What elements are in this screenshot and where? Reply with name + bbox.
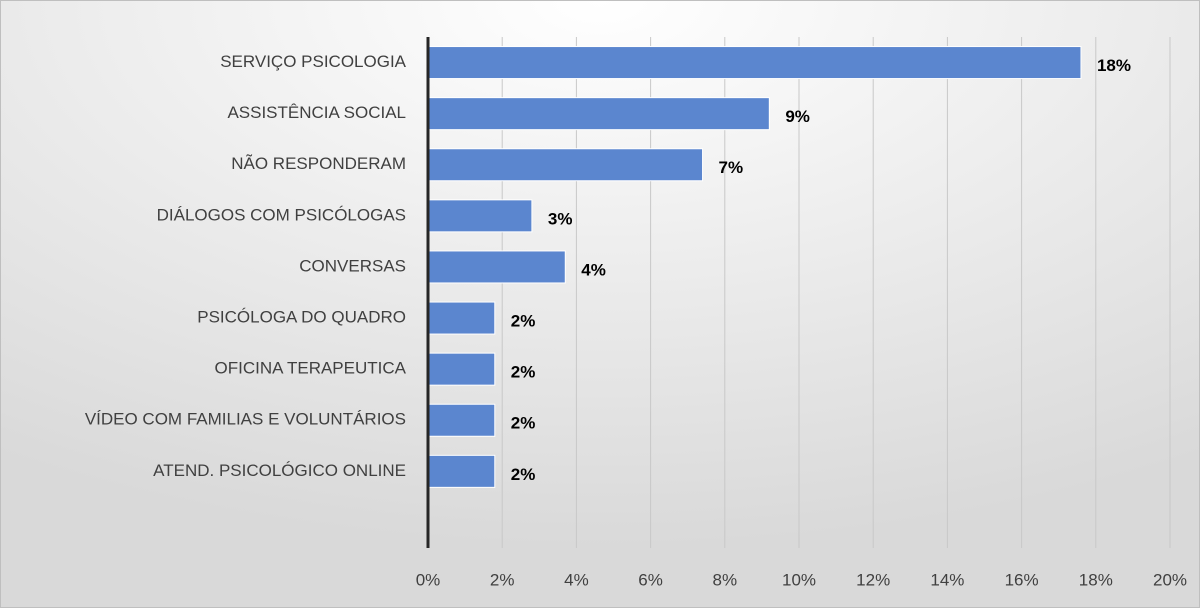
- y-tick-label: ATEND. PSICOLÓGICO ONLINE: [153, 461, 406, 480]
- value-label: 18%: [1097, 56, 1131, 75]
- x-tick-label: 14%: [930, 570, 964, 589]
- y-tick-label: VÍDEO COM FAMILIAS E VOLUNTÁRIOS: [85, 410, 406, 429]
- value-label: 2%: [511, 312, 536, 331]
- bar: [427, 352, 496, 386]
- x-tick-label: 16%: [1005, 570, 1039, 589]
- x-tick-label: 18%: [1079, 570, 1113, 589]
- value-label: 2%: [511, 465, 536, 484]
- y-tick-label: PSICÓLOGA DO QUADRO: [197, 308, 406, 327]
- y-tick-label: OFICINA TERAPEUTICA: [215, 359, 407, 378]
- bar: [427, 46, 1082, 80]
- value-label: 4%: [581, 260, 606, 279]
- bar: [427, 403, 496, 437]
- value-label: 2%: [511, 363, 536, 382]
- bar: [427, 148, 704, 182]
- y-tick-label: ASSISTÊNCIA SOCIAL: [227, 103, 406, 122]
- value-label: 2%: [511, 414, 536, 433]
- x-tick-label: 8%: [713, 570, 738, 589]
- value-label: 7%: [719, 158, 744, 177]
- y-tick-label: CONVERSAS: [299, 256, 406, 275]
- x-tick-label: 6%: [638, 570, 663, 589]
- x-tick-label: 0%: [416, 570, 441, 589]
- y-tick-label: SERVIÇO PSICOLOGIA: [220, 52, 406, 71]
- bar: [427, 97, 770, 131]
- bar: [427, 199, 533, 233]
- value-label: 9%: [785, 107, 810, 126]
- bar: [427, 250, 566, 284]
- bar: [427, 301, 496, 335]
- y-tick-label: DIÁLOGOS COM PSICÓLOGAS: [157, 205, 406, 224]
- x-tick-label: 4%: [564, 570, 589, 589]
- x-tick-label: 12%: [856, 570, 890, 589]
- x-tick-label: 20%: [1153, 570, 1187, 589]
- bar: [427, 454, 496, 488]
- x-tick-label: 10%: [782, 570, 816, 589]
- x-tick-label: 2%: [490, 570, 515, 589]
- value-label: 3%: [548, 209, 573, 228]
- y-tick-label: NÃO RESPONDERAM: [231, 154, 406, 173]
